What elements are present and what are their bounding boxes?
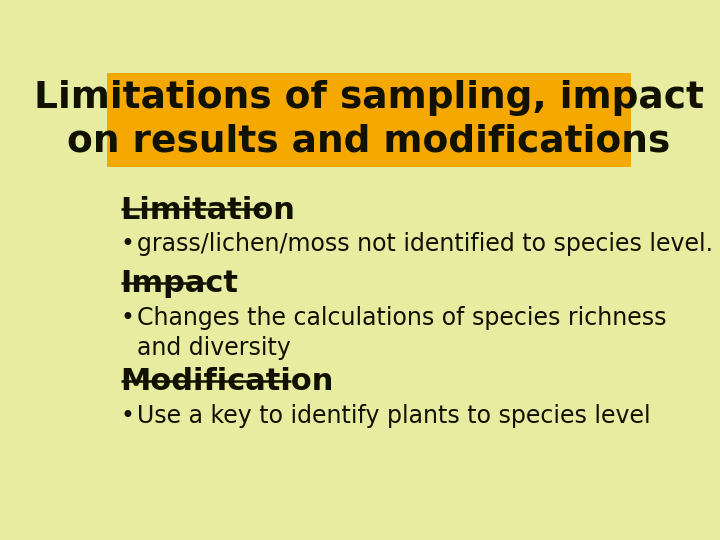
Text: grass/lichen/moss not identified to species level.: grass/lichen/moss not identified to spec… <box>138 232 714 256</box>
Text: Limitations of sampling, impact
on results and modifications: Limitations of sampling, impact on resul… <box>34 80 704 159</box>
Text: Changes the calculations of species richness
and diversity: Changes the calculations of species rich… <box>138 306 667 360</box>
Text: •: • <box>121 232 135 256</box>
Text: Modification: Modification <box>121 367 334 396</box>
Text: Limitation: Limitation <box>121 196 296 225</box>
Text: Impact: Impact <box>121 269 239 298</box>
FancyBboxPatch shape <box>107 73 631 167</box>
Text: Use a key to identify plants to species level: Use a key to identify plants to species … <box>138 404 651 428</box>
Text: •: • <box>121 404 135 428</box>
Text: •: • <box>121 306 135 329</box>
